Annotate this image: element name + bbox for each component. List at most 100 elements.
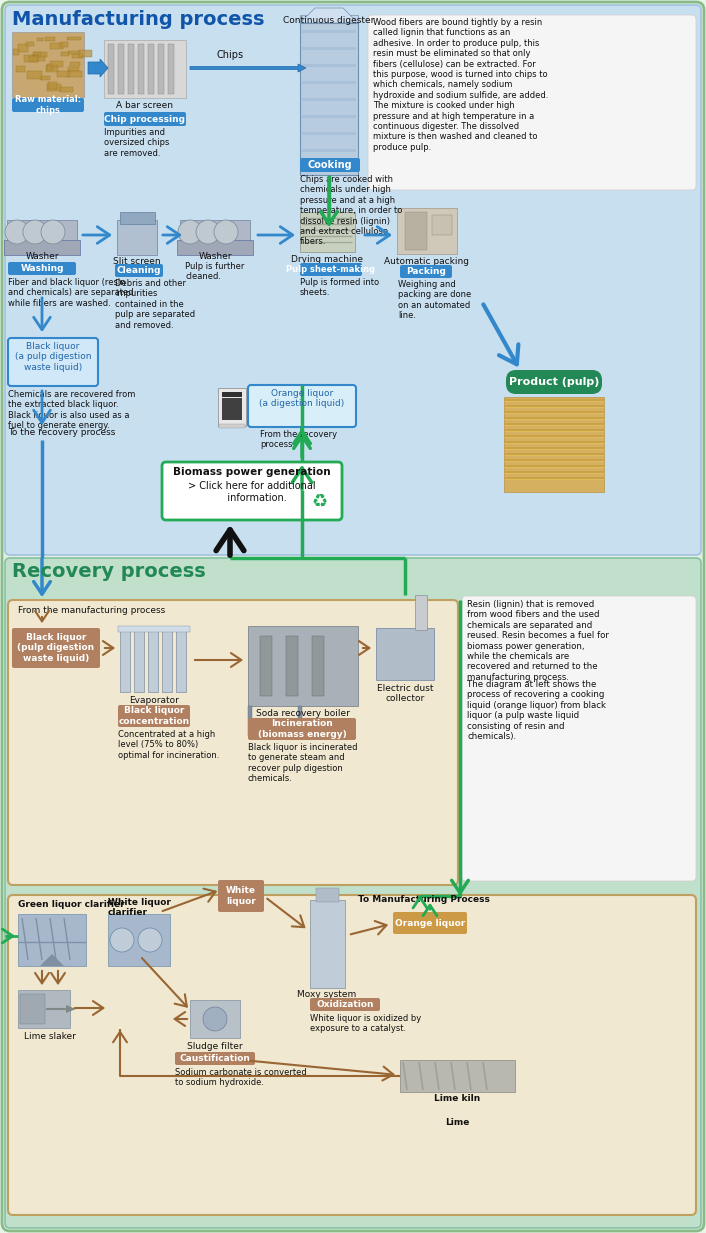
FancyBboxPatch shape [104, 112, 186, 126]
FancyBboxPatch shape [248, 718, 356, 740]
Bar [298, 707, 302, 731]
Text: Caustification: Caustification [179, 1054, 251, 1063]
Bar [158, 44, 164, 94]
FancyBboxPatch shape [8, 338, 98, 386]
FancyBboxPatch shape [12, 97, 84, 112]
FancyBboxPatch shape [5, 559, 701, 1228]
Text: Washer: Washer [198, 252, 232, 261]
Circle shape [5, 219, 29, 244]
Text: Biomass power generation: Biomass power generation [173, 467, 331, 477]
Bar [138, 44, 144, 94]
Text: Soda recovery boiler: Soda recovery boiler [256, 709, 350, 718]
Text: Orange liquor
(a digestion liquid): Orange liquor (a digestion liquid) [259, 388, 345, 408]
Circle shape [23, 219, 47, 244]
Bar [108, 914, 170, 965]
Circle shape [178, 219, 202, 244]
FancyBboxPatch shape [368, 15, 696, 190]
Bar [148, 44, 154, 94]
Bar [302, 149, 356, 152]
Bar [58, 74, 66, 79]
FancyBboxPatch shape [8, 261, 76, 275]
Bar [117, 219, 157, 255]
Text: Pulp is further
cleaned.: Pulp is further cleaned. [185, 261, 244, 281]
Circle shape [203, 1007, 227, 1031]
Bar [69, 65, 78, 70]
Polygon shape [300, 23, 358, 175]
Bar [176, 630, 186, 692]
Bar [62, 80, 69, 86]
Bar [397, 208, 457, 254]
Bar [302, 30, 356, 33]
Bar [54, 86, 62, 91]
Bar [12, 32, 84, 97]
Text: Product (pulp): Product (pulp) [509, 377, 599, 387]
Text: Moxy system: Moxy system [297, 990, 357, 999]
FancyBboxPatch shape [5, 5, 701, 555]
Text: Chemicals are recovered from
the extracted black liquor.
Black liquor is also us: Chemicals are recovered from the extract… [8, 390, 136, 430]
Text: Electric dust
collector: Electric dust collector [377, 684, 433, 703]
Bar [25, 65, 33, 70]
Text: Orange liquor: Orange liquor [395, 919, 465, 927]
Text: Chips: Chips [217, 51, 244, 60]
Bar [40, 74, 52, 78]
Bar [120, 212, 155, 224]
FancyBboxPatch shape [162, 462, 342, 520]
Text: Concentrated at a high
level (75% to 80%)
optimal for incineration.: Concentrated at a high level (75% to 80%… [118, 730, 220, 760]
Circle shape [214, 219, 238, 244]
Bar [78, 81, 88, 86]
Bar [32, 38, 44, 44]
Bar [71, 74, 82, 80]
Polygon shape [66, 1005, 76, 1014]
Bar [118, 44, 124, 94]
Bar [55, 68, 64, 74]
Bar [177, 240, 253, 255]
Text: Manufacturing process: Manufacturing process [12, 10, 265, 30]
Bar [24, 41, 35, 47]
Text: Pulp is formed into
sheets.: Pulp is formed into sheets. [300, 277, 379, 297]
Bar [432, 215, 452, 236]
FancyBboxPatch shape [462, 596, 696, 882]
Bar [168, 44, 174, 94]
Text: Lime slaker: Lime slaker [24, 1032, 76, 1041]
Text: Slit screen: Slit screen [113, 256, 161, 266]
Bar [134, 630, 144, 692]
Text: Lime: Lime [445, 1118, 469, 1127]
Text: Black liquor
concentration: Black liquor concentration [119, 707, 190, 726]
Bar [219, 424, 245, 428]
FancyBboxPatch shape [118, 705, 190, 727]
Text: Recovery process: Recovery process [12, 562, 205, 581]
Text: The diagram at left shows the
process of recovering a cooking
liquid (orange liq: The diagram at left shows the process of… [467, 681, 606, 741]
Circle shape [196, 219, 220, 244]
Text: A bar screen: A bar screen [116, 101, 174, 110]
Text: Sodium carbonate is converted
to sodium hydroxide.: Sodium carbonate is converted to sodium … [175, 1068, 306, 1088]
Bar [128, 44, 134, 94]
Circle shape [41, 219, 65, 244]
Text: Automatic packing
machine: Automatic packing machine [385, 256, 469, 276]
Bar [300, 15, 358, 23]
Bar [55, 39, 60, 46]
Bar [63, 81, 75, 88]
Bar [302, 81, 356, 84]
Bar [47, 38, 61, 42]
Text: From the recovery
process: From the recovery process [260, 430, 337, 449]
Bar [15, 69, 22, 76]
Bar [260, 636, 272, 695]
Bar [222, 398, 242, 420]
FancyBboxPatch shape [310, 997, 380, 1011]
Text: Drying machine: Drying machine [291, 255, 363, 264]
Bar [28, 52, 42, 57]
Text: To Manufacturing Process: To Manufacturing Process [358, 895, 490, 904]
Bar [302, 97, 356, 101]
Polygon shape [300, 7, 358, 23]
Bar [148, 630, 158, 692]
Text: Weighing and
packing are done
on an automated
line.: Weighing and packing are done on an auto… [398, 280, 471, 321]
Text: Debris and other
impurities
contained in the
pulp are separated
and removed.: Debris and other impurities contained in… [115, 279, 195, 329]
Text: From the manufacturing process: From the manufacturing process [18, 605, 165, 615]
Bar [16, 84, 23, 92]
Bar [108, 44, 114, 94]
Text: Washing: Washing [20, 264, 64, 272]
Bar [248, 707, 252, 736]
Bar [302, 47, 356, 51]
FancyBboxPatch shape [12, 628, 100, 668]
Text: Continuous digester: Continuous digester [283, 16, 375, 25]
